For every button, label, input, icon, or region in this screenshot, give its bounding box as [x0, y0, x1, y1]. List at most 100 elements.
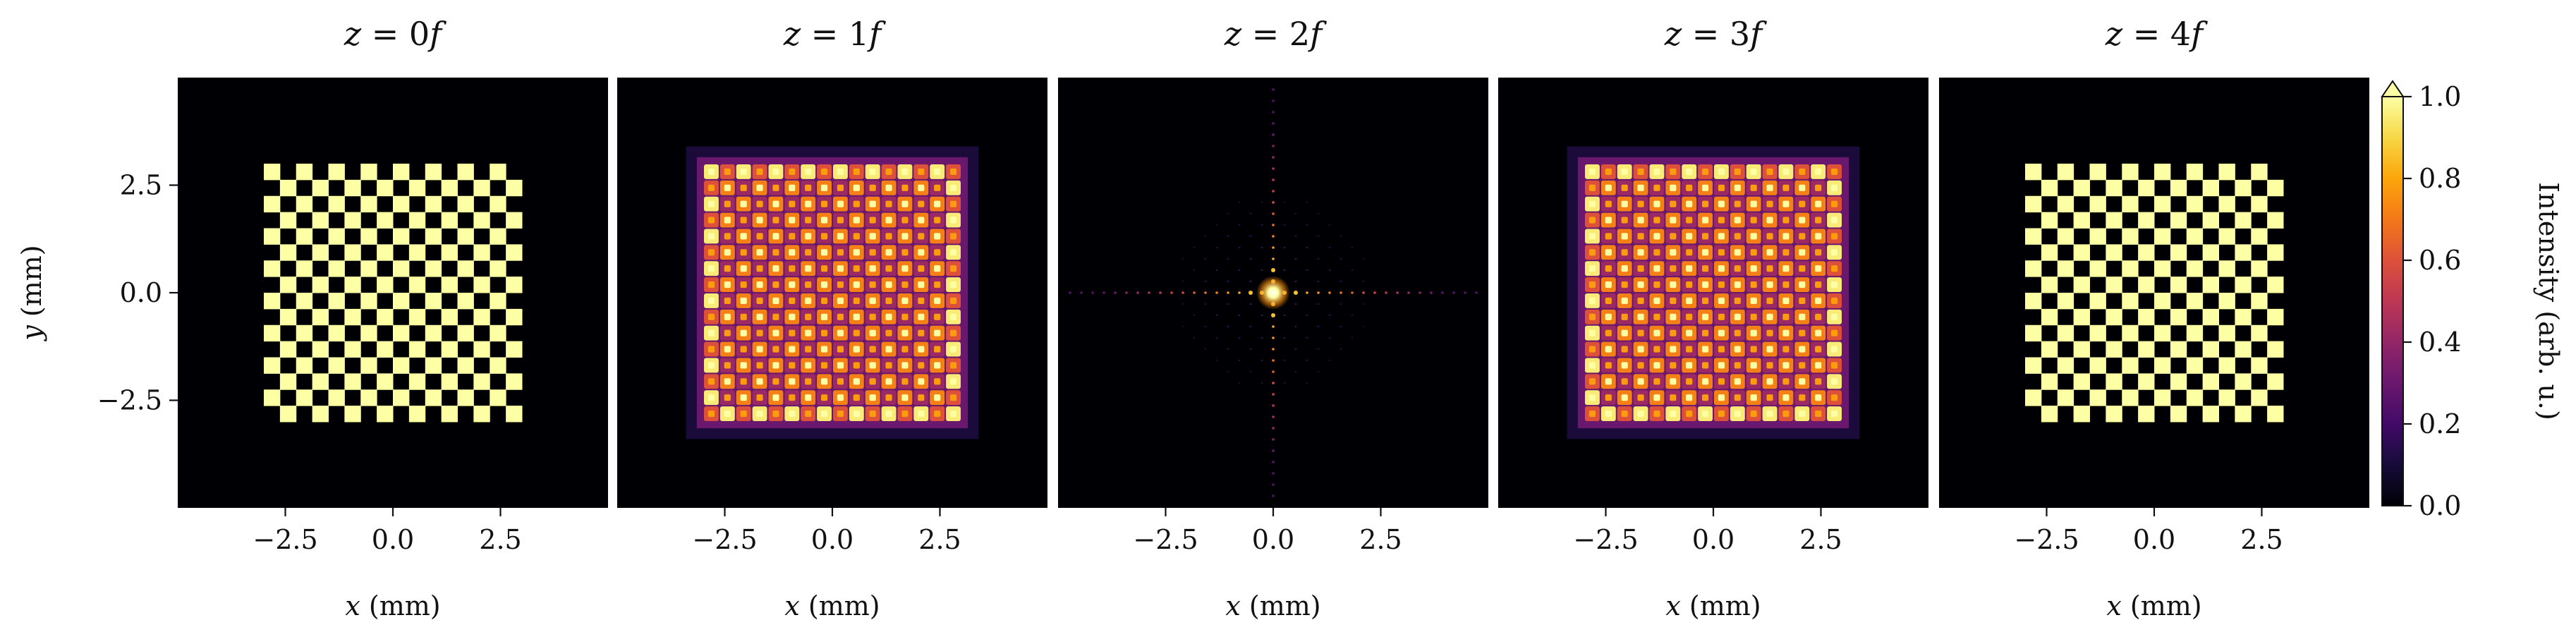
blur-cell-core	[707, 200, 715, 207]
spectrum-peak-x	[1373, 291, 1376, 294]
blur-cell-core	[853, 362, 860, 369]
checker-square	[2202, 406, 2219, 423]
blur-cell-core	[1782, 217, 1790, 224]
blur-cell-core	[1588, 329, 1596, 336]
blur-cell-core	[934, 346, 941, 353]
checker-square	[2089, 195, 2106, 213]
blur-cell-core	[901, 362, 909, 369]
blur-cell-core	[1686, 346, 1693, 353]
spectrum-dot	[1204, 235, 1207, 238]
checker-square	[2154, 293, 2171, 310]
checker-square	[2122, 389, 2139, 406]
checker-square	[506, 406, 523, 423]
checker-square	[441, 341, 458, 358]
checker-square	[2041, 373, 2058, 390]
spectrum-dot	[1306, 246, 1308, 249]
blur-cell-core	[949, 346, 957, 353]
blur-cell-core	[1686, 313, 1693, 320]
blur-cell-core	[901, 200, 909, 207]
checker-square	[312, 212, 329, 229]
y-axis: 2.5 0.0 −2.5 y (mm)	[16, 170, 178, 416]
blur-cell-core	[1588, 362, 1596, 369]
spectrum-dot	[1283, 201, 1286, 204]
blur-cell-core	[1766, 410, 1773, 418]
blur-cell-core	[1766, 184, 1773, 191]
x-tick-label: −2.5	[253, 524, 317, 555]
checker-square	[408, 406, 426, 423]
checker-square	[377, 373, 394, 390]
spectrum-dot	[1351, 269, 1354, 272]
blur-cell-core	[1653, 249, 1660, 256]
checker-square	[425, 228, 442, 245]
blur-cell-core	[1686, 265, 1693, 272]
blur-cell-core	[1605, 249, 1612, 256]
blur-cell-core	[853, 184, 860, 191]
blur-cell-core	[1621, 362, 1628, 369]
blur-cell-core	[724, 184, 731, 191]
spectrum-dot	[1283, 359, 1286, 362]
blur-cell-core	[949, 249, 957, 256]
checker-square	[2202, 308, 2219, 326]
spectrum-peak-x	[1215, 291, 1218, 294]
blur-cell-core	[1621, 184, 1628, 191]
blur-cell-core	[772, 233, 779, 240]
x-tick-label: −2.5	[2014, 524, 2079, 555]
blur-cell-core	[1701, 168, 1709, 176]
spectrum-dot	[1351, 314, 1354, 317]
spectrum-dot	[1215, 314, 1218, 317]
blur-cell-core	[869, 249, 876, 256]
checker-square	[2154, 324, 2171, 342]
checker-square	[2106, 373, 2122, 390]
blur-cell-core	[901, 168, 909, 176]
blur-cell-core	[1815, 168, 1822, 176]
checker-square	[490, 293, 506, 310]
spectrum-dot	[1339, 325, 1342, 328]
blur-cell-core	[1605, 233, 1612, 240]
spectrum-dot	[1249, 348, 1252, 351]
blur-cell-core	[1653, 329, 1660, 336]
spectrum-dot	[1193, 246, 1196, 249]
blur-cell-core	[918, 249, 925, 256]
checker-square	[2154, 228, 2171, 245]
blur-cell-core	[949, 410, 957, 418]
blur-cell-core	[805, 168, 812, 176]
blur-cell-core	[1588, 394, 1596, 401]
blur-cell-core	[1830, 281, 1838, 288]
blur-cell-core	[1799, 217, 1806, 224]
blur-cell-core	[789, 346, 796, 353]
blur-cell-core	[1750, 394, 1757, 401]
blur-cell-core	[1686, 233, 1693, 240]
spectrum-peak-y	[1272, 483, 1275, 486]
spectrum-peak-x	[1159, 291, 1162, 294]
blur-cell-core	[1799, 184, 1806, 191]
spectrum-peak-y	[1272, 359, 1275, 362]
panel-title: z = 0f	[344, 15, 446, 53]
blur-cell-core	[1782, 249, 1790, 256]
spectrum-peak-y	[1272, 201, 1275, 204]
blur-cell-core	[1588, 168, 1596, 176]
spectrum-dot	[1238, 246, 1241, 249]
blur-cell-core	[1734, 184, 1741, 191]
spectrum-peak-y	[1272, 246, 1275, 249]
checker-square	[2089, 357, 2106, 374]
blur-cell-core	[740, 394, 747, 401]
blur-cell-core	[934, 265, 941, 272]
blur-cell-core	[740, 313, 747, 320]
checker-square	[2041, 244, 2058, 261]
spectrum-dot	[1204, 348, 1207, 351]
checker-square	[2106, 406, 2122, 423]
blur-cell-core	[1621, 265, 1628, 272]
checker-square	[425, 389, 442, 406]
blur-cell-core	[724, 265, 731, 272]
x-tick-label: −2.5	[1133, 524, 1198, 555]
checker-square	[2057, 389, 2074, 406]
blur-cell-core	[1605, 394, 1612, 401]
blur-cell-core	[1621, 346, 1628, 353]
spectrum-peak-x	[1227, 291, 1229, 294]
checker-square	[473, 406, 490, 423]
checker-square	[473, 244, 490, 261]
checker-square	[2073, 341, 2090, 358]
blur-cell-core	[1799, 378, 1806, 385]
checker-square	[2235, 212, 2252, 229]
blur-cell-core	[1750, 378, 1757, 385]
